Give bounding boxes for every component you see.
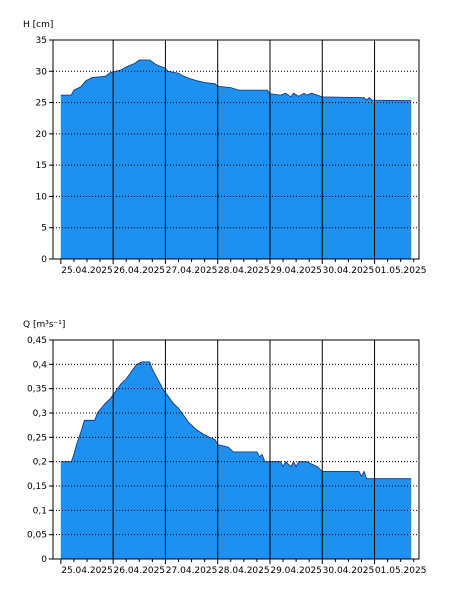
discharge-ytick-label: 0,25 — [27, 433, 47, 443]
water-level-series-line — [60, 59, 412, 102]
water-level-xtick-label: 28.04.2025 — [218, 266, 270, 276]
discharge-ytick-label: 0,4 — [33, 360, 48, 370]
water-level-ytick-label: 0 — [41, 255, 47, 265]
water-level-ytick-label: 35 — [36, 36, 47, 46]
discharge-ytick-label: 0,1 — [33, 506, 47, 516]
water-level-xtick-label: 27.04.2025 — [166, 266, 218, 276]
discharge-ytick-label: 0 — [41, 555, 47, 565]
water-level-ytick-label: 5 — [41, 224, 47, 234]
discharge-xtick-label: 28.04.2025 — [218, 566, 270, 576]
water-level-ytick-label: 20 — [36, 130, 48, 140]
discharge-ytick-label: 0,35 — [27, 385, 47, 395]
water-level-area — [60, 60, 412, 259]
water-level-ytick-label: 10 — [36, 192, 48, 202]
water-level-ytick-label: 25 — [36, 99, 47, 109]
discharge-xtick-label: 27.04.2025 — [166, 566, 218, 576]
discharge-xtick-label: 29.04.2025 — [270, 566, 322, 576]
discharge-series-line — [60, 361, 412, 480]
discharge-ytick-label: 0,45 — [27, 336, 47, 346]
water-level-xtick-label: 26.04.2025 — [114, 266, 166, 276]
discharge-ytick-label: 0,15 — [27, 482, 47, 492]
water-level-frame — [52, 39, 420, 260]
discharge-xtick-label: 30.04.2025 — [323, 566, 375, 576]
discharge-ytick-label: 0,2 — [33, 458, 47, 468]
water-level-ytick-label: 15 — [36, 161, 47, 171]
discharge-xtick-label: 25.04.2025 — [61, 566, 113, 576]
discharge-ytick-label: 0,3 — [33, 409, 47, 419]
discharge-xtick-label: 26.04.2025 — [114, 566, 166, 576]
water-level-xtick-label: 25.04.2025 — [61, 266, 113, 276]
discharge-frame — [52, 339, 420, 560]
water-level-ylabel: H [cm] — [23, 20, 53, 30]
discharge-xtick-label: 01.05.2025 — [375, 566, 427, 576]
discharge-ylabel: Q [m³s⁻¹] — [23, 320, 65, 330]
water-level-ytick-label: 30 — [36, 67, 48, 77]
water-level-xtick-label: 29.04.2025 — [270, 266, 322, 276]
discharge-ytick-label: 0,05 — [27, 531, 47, 541]
water-level-xtick-label: 30.04.2025 — [323, 266, 375, 276]
water-level-xtick-label: 01.05.2025 — [375, 266, 427, 276]
discharge-area — [60, 361, 412, 559]
